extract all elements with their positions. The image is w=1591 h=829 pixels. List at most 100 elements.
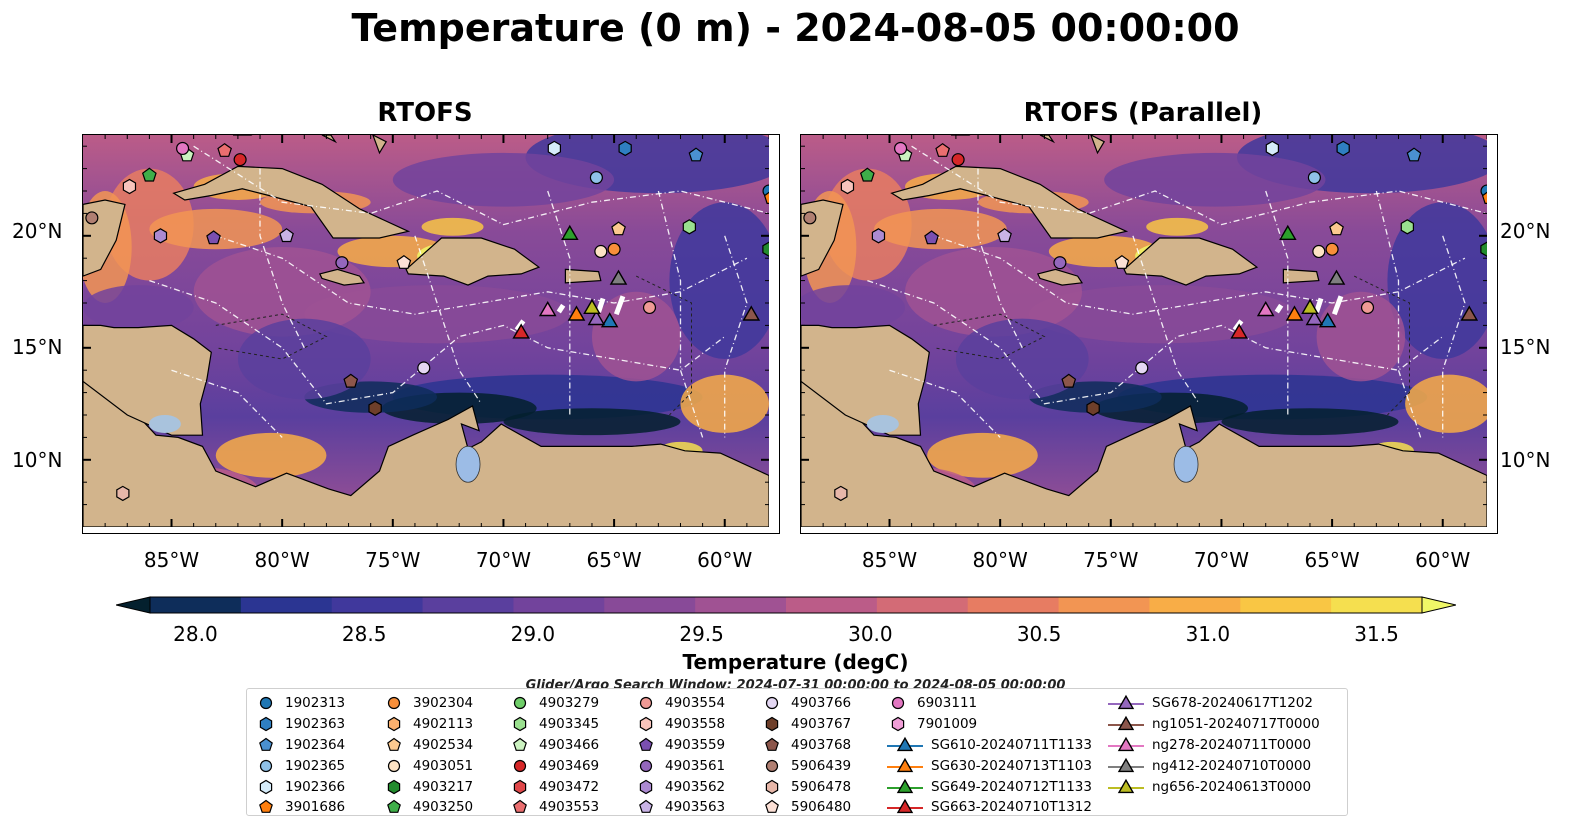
marker-3901686[interactable] (1481, 191, 1487, 205)
marker-3902304[interactable] (1325, 242, 1339, 256)
legend-swatch[interactable] (387, 759, 401, 772)
marker-ng1051[interactable] (742, 305, 761, 321)
marker-ng412[interactable] (609, 269, 628, 285)
map-panel-rtofs-parallel[interactable] (800, 134, 1498, 534)
legend-swatch[interactable] (639, 716, 653, 732)
marker-4903767[interactable] (1086, 400, 1100, 416)
marker-ng656[interactable] (583, 298, 601, 315)
marker-4903469[interactable] (233, 153, 247, 167)
legend-swatch[interactable] (387, 800, 401, 814)
marker-5906480[interactable] (1114, 254, 1130, 269)
marker-4903768[interactable] (1061, 373, 1077, 388)
marker-1902365[interactable] (589, 171, 603, 185)
marker-ng1051[interactable] (1460, 305, 1479, 321)
legend-swatch[interactable] (639, 759, 653, 772)
marker-4903558[interactable] (122, 178, 137, 195)
legend-swatch[interactable] (639, 697, 653, 710)
legend-swatch[interactable] (259, 800, 273, 814)
marker-4903345[interactable] (682, 219, 697, 235)
legend-swatch[interactable] (387, 779, 401, 794)
marker-4903766[interactable] (417, 361, 431, 375)
marker-1902366[interactable] (547, 140, 561, 157)
legend-swatch[interactable] (765, 697, 779, 710)
marker-4903559[interactable] (924, 230, 939, 245)
marker-6903111[interactable] (176, 141, 190, 155)
marker-5906439[interactable] (803, 211, 817, 225)
legend-swatch[interactable] (891, 697, 905, 710)
marker-4903559[interactable] (206, 230, 221, 245)
marker-SG678[interactable] (587, 309, 606, 326)
marker-ng278[interactable] (538, 301, 557, 317)
marker-4903562[interactable] (153, 228, 168, 244)
legend-swatch[interactable] (765, 759, 779, 772)
marker-4903563[interactable] (997, 228, 1012, 243)
marker-4903345[interactable] (1400, 219, 1415, 235)
marker-1902365[interactable] (1307, 171, 1321, 185)
legend-swatch[interactable] (1117, 715, 1135, 731)
marker-5906480[interactable] (396, 254, 412, 269)
legend-swatch[interactable] (765, 779, 779, 794)
marker-4903250[interactable] (141, 167, 157, 182)
marker-4903554[interactable] (642, 300, 657, 315)
legend-swatch[interactable] (765, 716, 779, 732)
marker-4903554[interactable] (1360, 300, 1375, 315)
marker-1902363[interactable] (618, 140, 632, 157)
marker-1902364[interactable] (1406, 147, 1422, 162)
legend-swatch[interactable] (639, 779, 653, 794)
marker-4903469[interactable] (951, 153, 965, 167)
marker-4903766[interactable] (1135, 361, 1149, 375)
marker-4903767[interactable] (368, 400, 382, 416)
legend-swatch[interactable] (513, 737, 527, 751)
marker-4903051[interactable] (594, 244, 608, 259)
legend-swatch[interactable] (896, 778, 914, 793)
legend-swatch[interactable] (1117, 736, 1135, 752)
marker-4903553[interactable] (935, 142, 951, 157)
marker-4903217[interactable] (1480, 241, 1487, 257)
legend-swatch[interactable] (896, 757, 914, 772)
legend-swatch[interactable] (513, 697, 527, 710)
marker-4903558[interactable] (840, 178, 855, 195)
legend-swatch[interactable] (513, 716, 527, 732)
marker-SG649[interactable] (1279, 224, 1297, 241)
marker-SG610[interactable] (1318, 312, 1337, 328)
marker-3902304[interactable] (607, 242, 621, 256)
marker-SG678[interactable] (1305, 309, 1324, 326)
marker-SG649[interactable] (561, 224, 579, 241)
legend-swatch[interactable] (259, 779, 273, 794)
marker-3901686[interactable] (763, 191, 769, 205)
legend-swatch[interactable] (513, 779, 527, 794)
legend-swatch[interactable] (259, 737, 273, 751)
map-panel-rtofs[interactable] (82, 134, 780, 534)
marker-5906439[interactable] (85, 211, 99, 225)
marker-SG630[interactable] (567, 305, 586, 321)
legend-swatch[interactable] (1117, 757, 1135, 772)
marker-4903561[interactable] (335, 256, 349, 270)
legend-swatch[interactable] (896, 736, 914, 752)
legend-swatch[interactable] (387, 737, 401, 751)
marker-4903250[interactable] (859, 167, 875, 182)
legend-swatch[interactable] (765, 737, 779, 751)
marker-4903562[interactable] (871, 228, 886, 244)
marker-SG663[interactable] (512, 323, 530, 339)
marker-ng412[interactable] (1327, 269, 1346, 285)
marker-6903111[interactable] (894, 141, 908, 155)
legend-swatch[interactable] (513, 800, 527, 814)
marker-ng656[interactable] (1301, 298, 1319, 315)
marker-1902364[interactable] (688, 147, 704, 162)
marker-ng278[interactable] (1256, 301, 1275, 317)
marker-4903051[interactable] (1312, 244, 1326, 259)
legend-swatch[interactable] (387, 716, 401, 732)
marker-4902534[interactable] (611, 221, 626, 236)
marker-4903553[interactable] (217, 142, 233, 157)
legend-swatch[interactable] (259, 716, 273, 732)
marker-4903217[interactable] (762, 241, 769, 257)
marker-SG630[interactable] (1285, 305, 1304, 321)
marker-4903563[interactable] (279, 228, 294, 243)
legend-swatch[interactable] (891, 716, 905, 732)
marker-4903768[interactable] (343, 373, 359, 388)
marker-1902363[interactable] (1336, 140, 1350, 157)
marker-SG663[interactable] (1230, 323, 1248, 339)
legend-swatch[interactable] (1117, 778, 1135, 793)
marker-4903561[interactable] (1053, 256, 1067, 270)
legend-swatch[interactable] (259, 759, 273, 772)
